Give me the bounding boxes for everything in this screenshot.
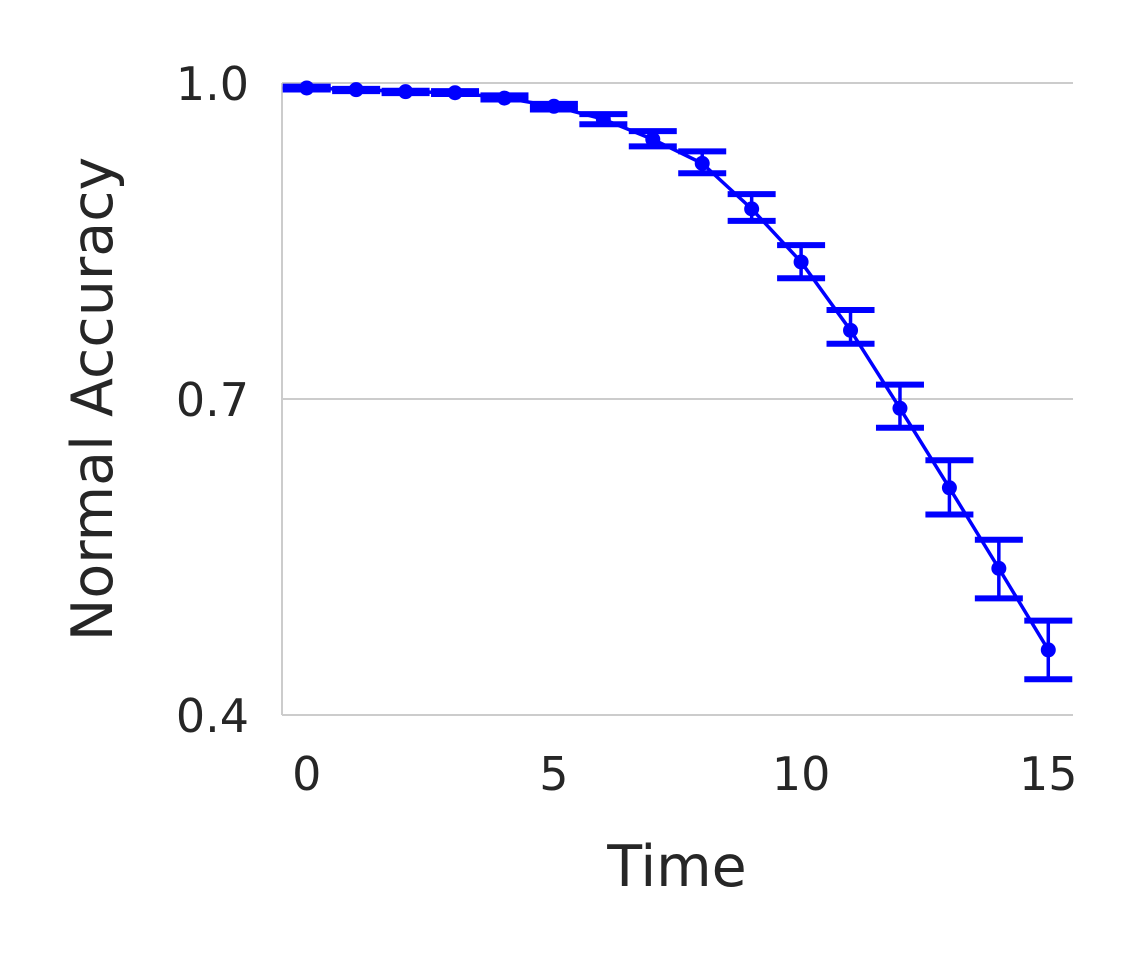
y-tick-label-2: 1.0	[176, 57, 249, 111]
data-point-7	[645, 131, 661, 147]
x-tick-label-1: 5	[539, 747, 568, 801]
x-tick-labels: 0 5 10 15	[292, 747, 1077, 801]
x-tick-label-2: 10	[772, 747, 831, 801]
y-tick-labels: 0.4 0.7 1.0	[176, 57, 249, 743]
data-point-4	[496, 90, 512, 106]
x-axis-label: Time	[606, 834, 747, 900]
data-point-15	[1040, 642, 1056, 658]
data-point-1	[348, 82, 364, 98]
data-point-11	[843, 322, 859, 338]
data-point-0	[299, 80, 315, 96]
data-point-14	[991, 560, 1007, 576]
y-tick-label-0: 0.4	[176, 689, 249, 743]
data-point-3	[447, 85, 463, 101]
data-point-2	[398, 84, 414, 100]
data-point-13	[941, 480, 957, 496]
y-tick-label-1: 0.7	[176, 373, 249, 427]
series-layer	[282, 80, 1073, 683]
data-point-8	[694, 155, 710, 171]
data-point-6	[595, 111, 611, 127]
axes-layer	[281, 83, 1073, 716]
data-point-12	[892, 400, 908, 416]
y-axis-label: Normal Accuracy	[60, 157, 126, 642]
data-point-5	[546, 98, 562, 114]
data-point-10	[793, 254, 809, 270]
x-tick-label-3: 15	[1019, 747, 1078, 801]
x-tick-label-0: 0	[292, 747, 321, 801]
data-point-9	[744, 201, 760, 217]
grid-layer	[282, 82, 1073, 716]
series-line-0	[306, 86, 1050, 651]
